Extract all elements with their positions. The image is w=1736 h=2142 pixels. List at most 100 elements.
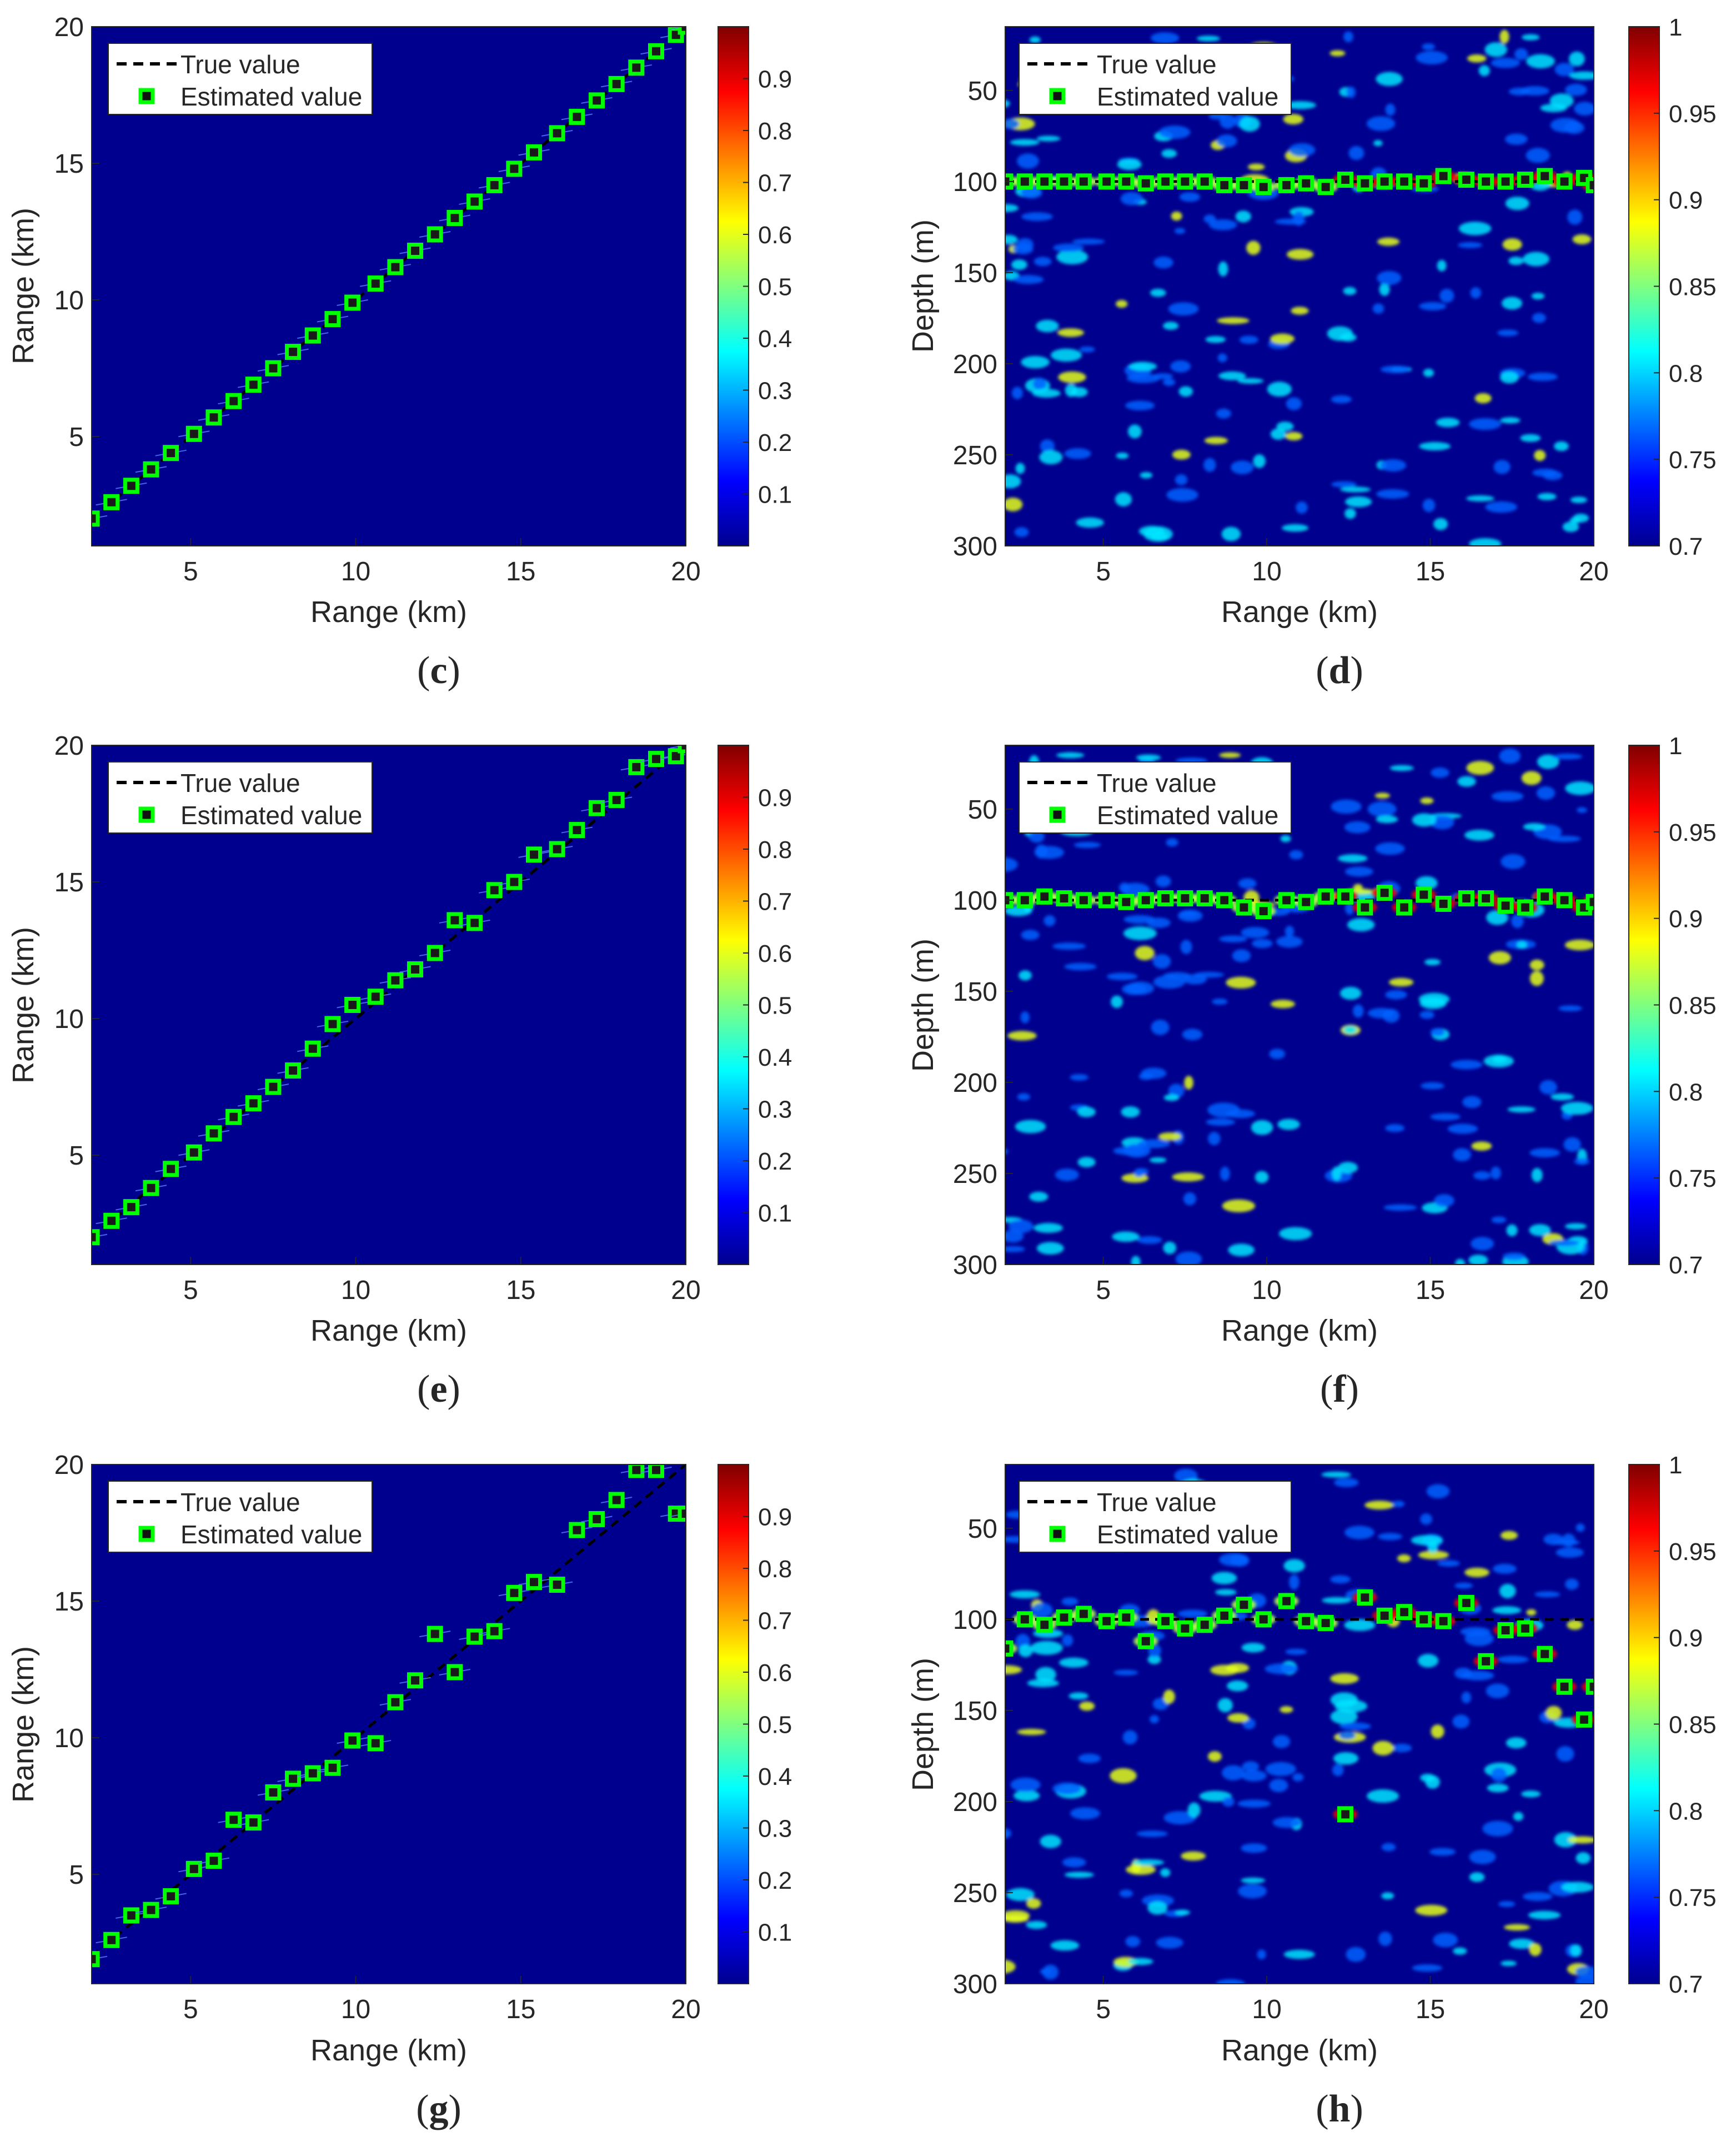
ambiguity-blob bbox=[1331, 395, 1352, 404]
ambiguity-blob bbox=[1415, 876, 1438, 890]
colorbar-tick-label: 0.4 bbox=[758, 1044, 792, 1071]
ambiguity-blob bbox=[1035, 1667, 1056, 1682]
ambiguity-blob bbox=[1030, 1641, 1063, 1655]
ambiguity-blob bbox=[1138, 1072, 1153, 1080]
ambiguity-blob bbox=[1206, 1118, 1236, 1126]
ambiguity-blob bbox=[1018, 1644, 1033, 1657]
ambiguity-blob bbox=[1505, 197, 1529, 210]
legend-est-label: Estimated value bbox=[180, 801, 362, 830]
estimated-point bbox=[245, 1814, 262, 1831]
ambiguity-blob bbox=[1520, 86, 1549, 96]
ambiguity-blob bbox=[1292, 1773, 1304, 1782]
ambiguity-blob bbox=[1172, 1172, 1205, 1182]
ambiguity-blob bbox=[1285, 101, 1316, 109]
ambiguity-blob bbox=[1381, 1843, 1396, 1852]
ambiguity-blob bbox=[1270, 428, 1286, 440]
estimated-point bbox=[225, 393, 242, 409]
colorbar-tick-label: 1 bbox=[1669, 1452, 1682, 1479]
estimated-point bbox=[324, 1759, 341, 1776]
ambiguity-blob bbox=[1052, 942, 1086, 950]
ambiguity-blob bbox=[1116, 452, 1129, 459]
colorbar-tick-label: 0.2 bbox=[758, 429, 792, 457]
marks-layer bbox=[1005, 1589, 1594, 1823]
y-tick-label: 150 bbox=[953, 1697, 997, 1726]
estimated-point bbox=[1537, 168, 1553, 184]
estimated-point bbox=[1396, 1604, 1412, 1621]
ambiguity-blob bbox=[1378, 1533, 1403, 1541]
ambiguity-blob bbox=[1574, 1158, 1590, 1165]
ambiguity-blob bbox=[1228, 1243, 1255, 1257]
ambiguity-blob bbox=[1346, 1947, 1366, 1962]
ambiguity-blob bbox=[1576, 1523, 1585, 1532]
ambiguity-blob bbox=[1285, 925, 1295, 937]
ambiguity-blob bbox=[1029, 36, 1041, 43]
colorbar-tick-label: 0.3 bbox=[758, 1096, 792, 1123]
estimated-point bbox=[1098, 173, 1115, 190]
ambiguity-blob bbox=[1265, 1663, 1298, 1674]
ambiguity-blob bbox=[1498, 1901, 1516, 1907]
ambiguity-blob bbox=[1564, 121, 1584, 134]
ambiguity-blob bbox=[1452, 1714, 1470, 1729]
ambiguity-blob bbox=[1534, 1591, 1561, 1598]
estimated-point bbox=[1278, 892, 1295, 909]
ambiguity-blob bbox=[1227, 1713, 1249, 1723]
x-tick-label: 10 bbox=[1252, 557, 1281, 586]
ambiguity-blob bbox=[1005, 1828, 1011, 1839]
ticks-layer: 5 10 15 20 50 100 150 200 250 300 bbox=[953, 795, 1609, 1305]
estimated-point bbox=[407, 1672, 424, 1689]
x-tick-label: 15 bbox=[1416, 557, 1445, 586]
plot-frame bbox=[91, 26, 686, 546]
ambiguity-blob bbox=[1219, 935, 1248, 942]
ambiguity-blob bbox=[1241, 1643, 1266, 1653]
estimated-point bbox=[648, 1464, 664, 1478]
ambiguity-blob bbox=[1455, 1258, 1466, 1265]
ambiguity-blob bbox=[1523, 252, 1549, 267]
estimated-point bbox=[1517, 1620, 1533, 1637]
colorbar-tick-label: 0.9 bbox=[1669, 187, 1703, 214]
estimated-point bbox=[1056, 173, 1072, 190]
estimated-point bbox=[1317, 179, 1334, 195]
ticks-layer: 5 10 15 20 5 10 15 20 bbox=[54, 731, 701, 1305]
ambiguity-blob bbox=[1529, 1943, 1542, 1957]
ambiguity-blob bbox=[1171, 211, 1182, 221]
estimated-point bbox=[569, 1522, 585, 1538]
ambiguity-blob bbox=[1040, 1834, 1061, 1848]
ambiguity-blob bbox=[1040, 1968, 1052, 1975]
estimated-point bbox=[608, 76, 625, 92]
ambiguity-blob bbox=[1333, 1752, 1359, 1765]
ambiguity-blob bbox=[1385, 103, 1396, 116]
ambiguity-blob bbox=[1110, 1768, 1137, 1784]
legend: True value Estimated value bbox=[1018, 761, 1292, 834]
ambiguity-blob bbox=[1241, 1843, 1267, 1853]
ambiguity-blob bbox=[1430, 1028, 1445, 1036]
estimated-point bbox=[1118, 894, 1135, 910]
estimated-point bbox=[103, 494, 120, 510]
ambiguity-blob bbox=[1425, 1775, 1440, 1789]
ambiguity-blob bbox=[1487, 1783, 1509, 1793]
ambiguity-blob bbox=[1554, 1832, 1577, 1848]
ambiguity-blob bbox=[1050, 348, 1082, 362]
colorbar-tick-label: 0.85 bbox=[1669, 992, 1717, 1020]
ambiguity-blob bbox=[1142, 1894, 1174, 1907]
ambiguity-blob bbox=[1464, 1631, 1494, 1647]
estimated-point bbox=[1458, 172, 1474, 188]
estimated-point bbox=[1177, 1620, 1193, 1637]
colorbar-tick-label: 0.1 bbox=[758, 481, 792, 509]
ambiguity-blob bbox=[1269, 1049, 1286, 1059]
estimated-point bbox=[446, 209, 463, 226]
ambiguity-blob bbox=[1150, 32, 1180, 44]
x-tick-label: 10 bbox=[341, 557, 370, 586]
ambiguity-blob bbox=[1285, 1648, 1307, 1655]
ambiguity-blob bbox=[1178, 386, 1193, 397]
estimated-point bbox=[1435, 1613, 1452, 1629]
x-tick-label: 10 bbox=[1252, 1276, 1281, 1305]
ambiguity-blob bbox=[1163, 1241, 1177, 1255]
legend-true-label: True value bbox=[1097, 1488, 1217, 1517]
estimated-point bbox=[1118, 1609, 1135, 1626]
ambiguity-blob bbox=[1055, 1168, 1079, 1181]
ambiguity-blob bbox=[1021, 212, 1053, 221]
legend-est-swatch bbox=[138, 88, 155, 104]
ambiguity-blob bbox=[1458, 222, 1492, 235]
estimated-point bbox=[1098, 892, 1115, 909]
ambiguity-blob bbox=[1050, 1940, 1080, 1951]
